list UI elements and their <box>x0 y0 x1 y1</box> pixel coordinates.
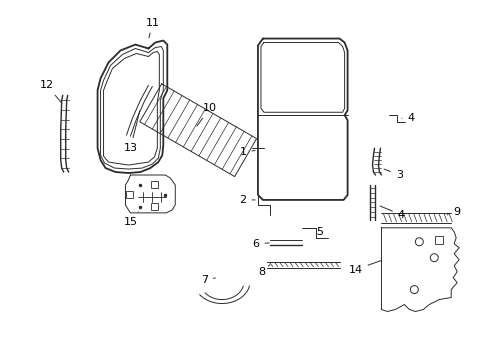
Text: 15: 15 <box>123 212 138 227</box>
Text: 6: 6 <box>252 239 268 249</box>
Text: 8: 8 <box>258 265 269 276</box>
Text: 1: 1 <box>239 147 255 157</box>
Bar <box>151 203 158 210</box>
Text: 4: 4 <box>401 113 414 123</box>
Text: 7: 7 <box>200 275 215 285</box>
Text: 2: 2 <box>239 195 255 205</box>
Text: 14: 14 <box>348 261 380 275</box>
Bar <box>151 181 158 188</box>
Text: 9: 9 <box>447 207 460 217</box>
Text: 10: 10 <box>197 103 217 126</box>
Bar <box>126 191 133 198</box>
Text: 4: 4 <box>379 206 404 220</box>
Bar <box>434 236 442 244</box>
Text: 5: 5 <box>316 227 323 237</box>
Text: 12: 12 <box>40 80 62 103</box>
Text: 3: 3 <box>383 169 402 180</box>
Text: 11: 11 <box>145 18 159 38</box>
Text: 13: 13 <box>123 111 140 153</box>
